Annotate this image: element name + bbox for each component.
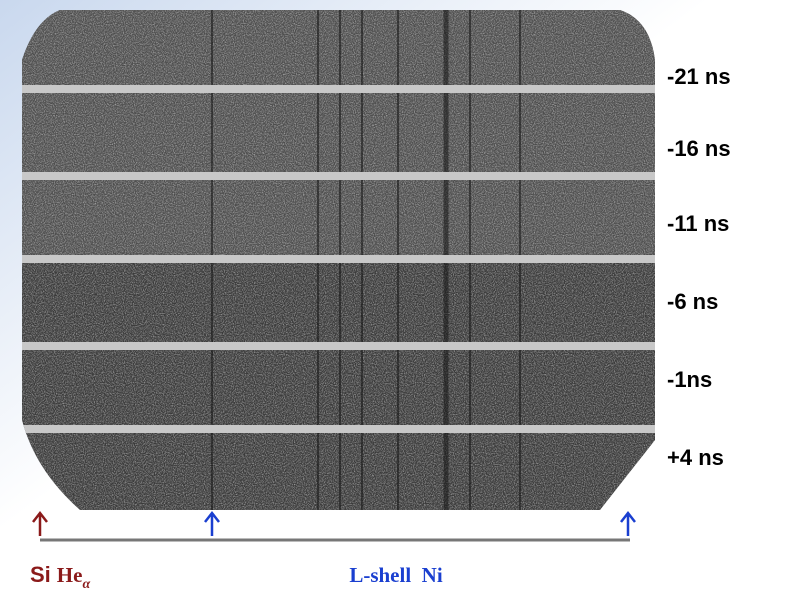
film xyxy=(22,10,655,510)
line: He xyxy=(57,563,83,587)
time-label: +4 ns xyxy=(667,445,724,470)
time-label: -16 ns xyxy=(667,136,731,161)
time-label: -11 ns xyxy=(667,211,729,236)
time-label: -6 ns xyxy=(667,289,718,314)
time-label: -1ns xyxy=(667,367,712,392)
line-subscript: α xyxy=(82,577,90,590)
time-label: -21 ns xyxy=(667,64,731,89)
slide: -21 ns -16 ns -11 ns -6 ns -1ns +4 ns SiHeα L… xyxy=(0,0,789,590)
element: Si xyxy=(30,562,51,587)
range-label: L-shell Ni xyxy=(349,563,443,587)
